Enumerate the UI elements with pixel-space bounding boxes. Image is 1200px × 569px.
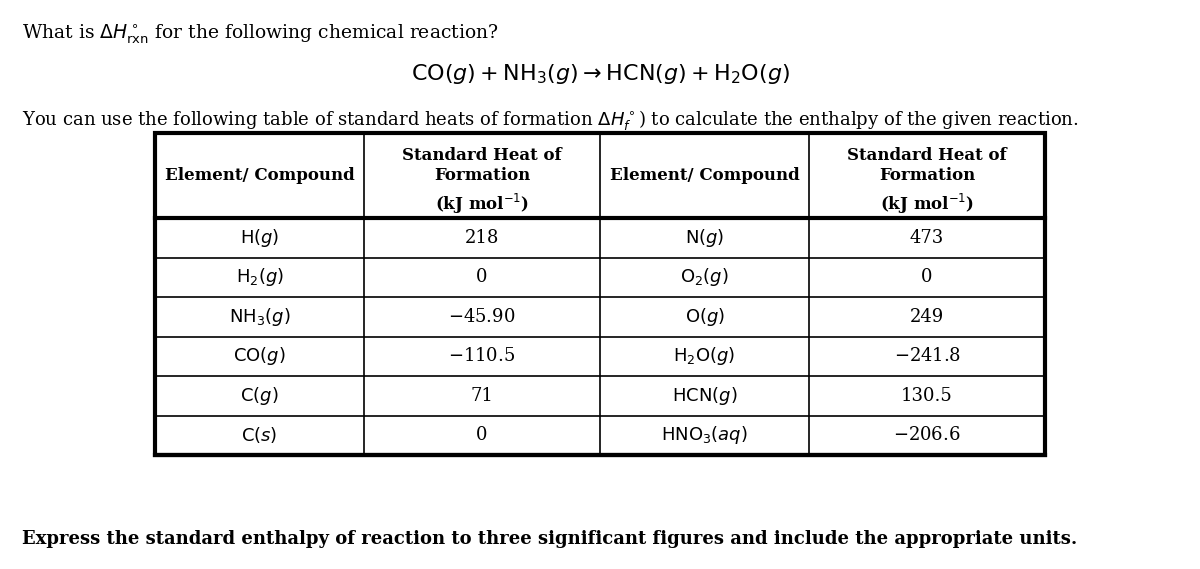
- Text: $\mathrm{C}(s)$: $\mathrm{C}(s)$: [241, 425, 277, 446]
- Text: $-$110.5: $-$110.5: [449, 347, 516, 365]
- Text: $\mathrm{N}(g)$: $\mathrm{N}(g)$: [685, 227, 725, 249]
- Text: 0: 0: [476, 426, 488, 444]
- Text: Standard Heat of
Formation: Standard Heat of Formation: [402, 147, 562, 184]
- Text: You can use the following table of standard heats of formation $\Delta H^\circ_f: You can use the following table of stand…: [22, 108, 1079, 132]
- Text: Express the standard enthalpy of reaction to three significant figures and inclu: Express the standard enthalpy of reactio…: [22, 530, 1078, 548]
- Text: $\mathrm{CO}(g) + \mathrm{NH_3}(g)\rightarrow\mathrm{HCN}(g) + \mathrm{H_2O}(g)$: $\mathrm{CO}(g) + \mathrm{NH_3}(g)\right…: [410, 62, 790, 86]
- Text: $\mathrm{C}(g)$: $\mathrm{C}(g)$: [240, 385, 278, 407]
- Text: What is $\Delta H^\circ_{\mathrm{rxn}}$ for the following chemical reaction?: What is $\Delta H^\circ_{\mathrm{rxn}}$ …: [22, 22, 499, 46]
- Text: 71: 71: [470, 387, 493, 405]
- Text: 218: 218: [464, 229, 499, 247]
- Text: 130.5: 130.5: [901, 387, 953, 405]
- Text: $\mathrm{CO}(g)$: $\mathrm{CO}(g)$: [233, 345, 286, 367]
- Text: $\mathrm{H_2}(g)$: $\mathrm{H_2}(g)$: [235, 266, 283, 288]
- Text: $\mathrm{NH_3}(g)$: $\mathrm{NH_3}(g)$: [229, 306, 290, 328]
- Text: $-$206.6: $-$206.6: [893, 426, 961, 444]
- Text: $\mathrm{O}(g)$: $\mathrm{O}(g)$: [684, 306, 725, 328]
- Bar: [155, 133, 1045, 455]
- Text: $\mathrm{H_2O}(g)$: $\mathrm{H_2O}(g)$: [673, 345, 736, 367]
- Text: Standard Heat of
Formation: Standard Heat of Formation: [847, 147, 1007, 184]
- Text: 473: 473: [910, 229, 944, 247]
- Text: $\mathrm{O_2}(g)$: $\mathrm{O_2}(g)$: [680, 266, 728, 288]
- Text: Element/ Compound: Element/ Compound: [610, 167, 799, 184]
- Text: 249: 249: [910, 308, 944, 325]
- Text: (kJ mol$^{-1}$): (kJ mol$^{-1}$): [880, 191, 974, 216]
- Text: 0: 0: [476, 268, 488, 286]
- Text: (kJ mol$^{-1}$): (kJ mol$^{-1}$): [436, 191, 529, 216]
- Text: $-$241.8: $-$241.8: [894, 347, 960, 365]
- Text: $\mathrm{HCN}(g)$: $\mathrm{HCN}(g)$: [672, 385, 737, 407]
- Text: $-$45.90: $-$45.90: [449, 308, 516, 325]
- Text: $\mathrm{H}(g)$: $\mathrm{H}(g)$: [240, 227, 280, 249]
- Text: $\mathrm{HNO_3}(aq)$: $\mathrm{HNO_3}(aq)$: [661, 424, 748, 446]
- Text: 0: 0: [922, 268, 932, 286]
- Text: Element/ Compound: Element/ Compound: [164, 167, 354, 184]
